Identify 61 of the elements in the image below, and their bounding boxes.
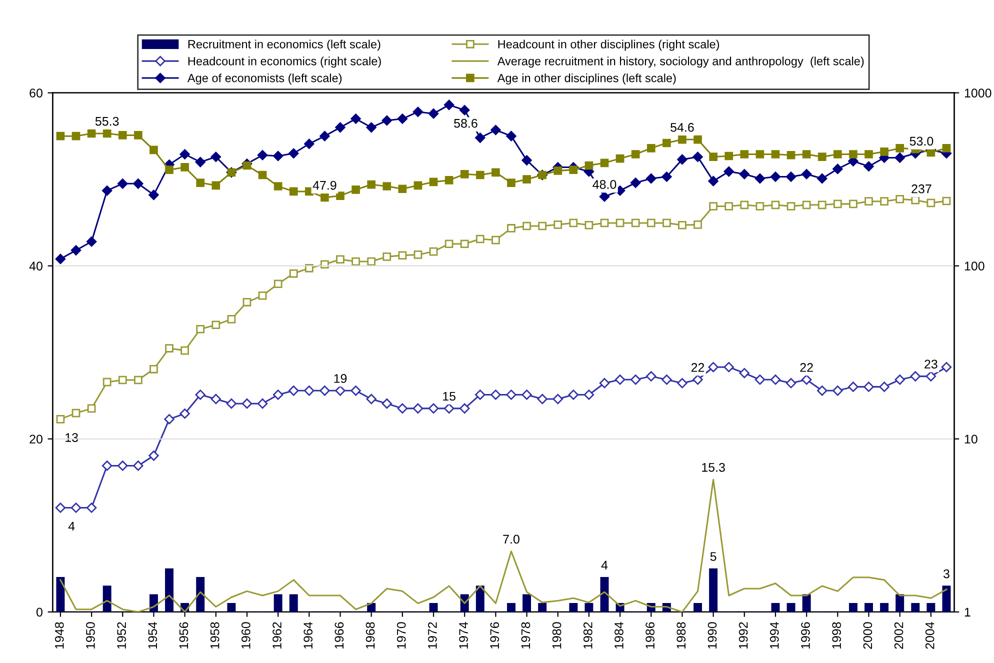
y2-tick-label: 10 — [964, 434, 978, 444]
y-tick-label: 0 — [36, 608, 42, 617]
data-label: 15 — [443, 392, 456, 401]
data-label: 15.3 — [702, 462, 725, 472]
data-label: 58.6 — [454, 118, 478, 128]
x-tick-label: 1974 — [459, 622, 468, 649]
x-tick-label: 1956 — [179, 622, 188, 649]
x-tick-label: 1988 — [676, 622, 686, 649]
x-tick-label: 1952 — [117, 622, 126, 649]
x-tick-label: 1966 — [334, 622, 344, 649]
data-label: 7.0 — [503, 534, 520, 544]
data-label: 19 — [334, 374, 347, 383]
x-tick-label: 1964 — [304, 622, 313, 649]
x-tick-label: 1960 — [241, 622, 250, 649]
data-label: 23 — [924, 360, 938, 369]
data-label: 55.3 — [95, 116, 119, 126]
x-tick-label: 2000 — [863, 622, 872, 649]
x-tick-label: 1992 — [738, 622, 748, 649]
x-tick-label: 1998 — [832, 622, 842, 649]
y-tick-label: 40 — [29, 262, 42, 271]
x-tick-label: 1954 — [148, 622, 158, 649]
legend-label: Age of economists (left scale) — [187, 74, 342, 85]
x-tick-label: 1970 — [396, 622, 406, 649]
x-tick-label: 1982 — [583, 622, 592, 649]
x-tick-label: 1972 — [428, 622, 437, 649]
data-label: 4 — [601, 560, 608, 570]
y2-tick-label: 1 — [964, 608, 970, 616]
y-tick-label: 60 — [30, 88, 42, 98]
data-label: 3 — [943, 569, 950, 578]
x-tick-label: 1986 — [646, 622, 654, 649]
x-tick-label: 1962 — [272, 622, 282, 649]
legend-label: Average recruitment in history, sociology and anthropology (left scale) — [497, 56, 864, 68]
x-tick-label: 1958 — [210, 622, 220, 649]
data-label: 47.9 — [312, 180, 336, 190]
x-tick-label: 1984 — [614, 622, 624, 649]
y2-tick-label: 1000 — [964, 88, 992, 98]
x-tick-label: 1976 — [490, 622, 500, 649]
y2-tick-label: 100 — [964, 262, 984, 271]
data-label: 48.0 — [592, 180, 616, 189]
data-label: 5 — [710, 552, 716, 561]
x-tick-label: 2004 — [925, 622, 934, 649]
x-tick-label: 1980 — [552, 622, 562, 649]
data-label: 4 — [68, 522, 75, 530]
legend-label: Headcount in economics (right scale) — [188, 56, 381, 68]
data-label: 22 — [800, 363, 813, 372]
data-label: 54.6 — [670, 122, 694, 132]
data-label: 237 — [912, 184, 932, 194]
x-tick-label: 1994 — [770, 622, 779, 649]
x-tick-label: 1990 — [708, 622, 717, 649]
x-tick-label: 1950 — [86, 622, 95, 649]
legend-label: Age in other disciplines (left scale) — [497, 74, 676, 85]
x-tick-label: 2002 — [894, 622, 904, 649]
x-tick-label: 1968 — [366, 622, 375, 649]
y-tick-label: 20 — [30, 434, 42, 444]
legend-label: Headcount in other disciplines (right scale) — [498, 40, 720, 51]
x-tick-label: 1978 — [521, 622, 530, 649]
x-tick-label: 1996 — [801, 622, 810, 649]
legend-label: Recruitment in economics (left scale) — [188, 40, 380, 51]
x-tick-label: 1948 — [54, 622, 64, 649]
data-label: 22 — [691, 363, 704, 372]
data-label: 53.0 — [910, 136, 934, 146]
